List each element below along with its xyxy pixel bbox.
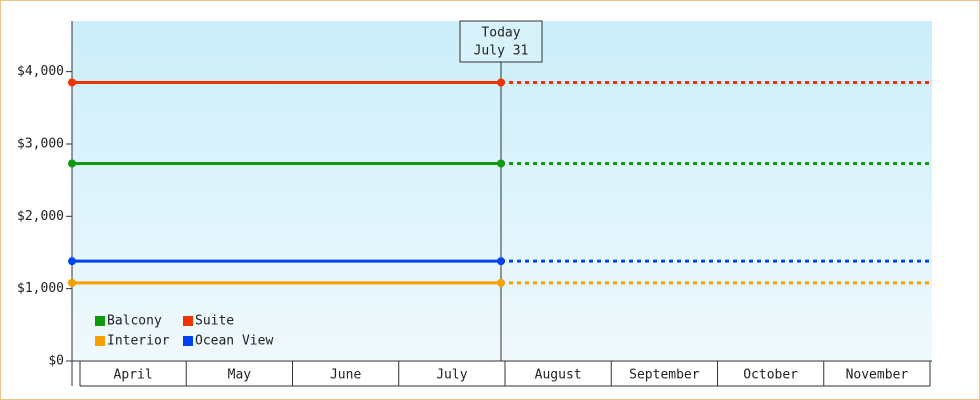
x-tick-label: August	[535, 368, 582, 383]
series-point	[497, 78, 505, 87]
series-point	[68, 159, 76, 168]
x-tick-label: November	[846, 368, 909, 383]
legend-label: Interior	[107, 334, 170, 349]
x-tick-label: July	[436, 368, 467, 383]
series-point	[68, 257, 76, 266]
today-box	[459, 20, 543, 63]
legend-label: Ocean View	[195, 334, 273, 349]
x-tick-label: April	[114, 368, 153, 383]
y-tick-label: $1,000	[17, 281, 64, 296]
y-tick-label: $3,000	[17, 136, 64, 151]
y-tick-label: $2,000	[17, 209, 64, 224]
legend-swatch	[95, 336, 105, 346]
x-tick-label: September	[629, 368, 700, 383]
today-date: July 31	[474, 44, 529, 59]
x-tick-label: October	[743, 368, 798, 383]
series-point	[497, 278, 505, 287]
series-point	[68, 78, 76, 87]
x-tick-label: May	[228, 368, 252, 383]
legend-label: Balcony	[107, 314, 162, 329]
x-tick-label: June	[330, 368, 361, 383]
plot-area	[72, 21, 932, 361]
legend-swatch	[183, 336, 193, 346]
legend-swatch	[183, 316, 193, 326]
y-tick-label: $4,000	[17, 64, 64, 79]
today-label: Today	[481, 26, 520, 41]
legend-label: Suite	[195, 314, 234, 329]
series-point	[497, 159, 505, 168]
legend-swatch	[95, 316, 105, 326]
y-tick-label: $0	[48, 354, 64, 369]
series-point	[68, 278, 76, 287]
series-point	[497, 257, 505, 266]
